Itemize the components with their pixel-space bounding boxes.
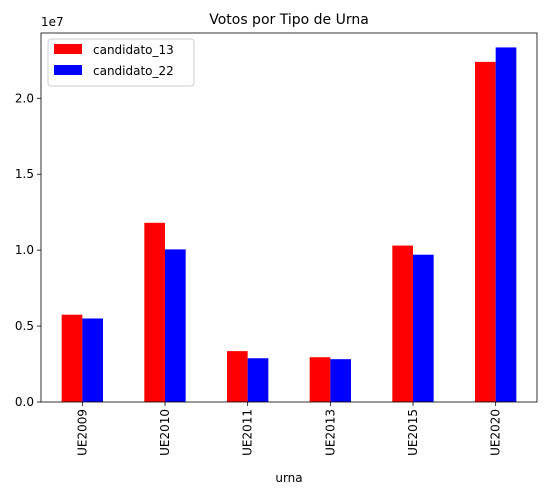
y-tick-label: 0.5 — [15, 319, 34, 333]
legend-swatch-candidato_22 — [54, 65, 82, 75]
legend: candidato_13 candidato_22 — [47, 38, 195, 87]
y-tick-label: 1.5 — [15, 167, 34, 181]
bar-candidato_22-UE2009 — [82, 318, 103, 402]
bar-candidato_13-UE2010 — [144, 222, 165, 402]
bar-candidato_13-UE2011 — [227, 351, 248, 402]
axes-group: 0.0 0.5 1.0 1.5 2.0 UE2009 UE2010 UE2011 UE2013 U… — [15, 32, 538, 456]
x-tick-label: UE2009 — [75, 409, 89, 456]
bar-candidato_22-UE2015 — [413, 254, 434, 402]
x-tick-label: UE2010 — [158, 409, 172, 456]
bar-candidato_22-UE2010 — [165, 249, 186, 402]
x-axis-label: urna — [275, 471, 302, 485]
x-tick-label: UE2011 — [241, 409, 255, 456]
bar-candidato_22-UE2020 — [495, 47, 517, 402]
x-tick-label: UE2015 — [406, 409, 420, 456]
legend-label-candidato_22: candidato_22 — [93, 64, 174, 78]
bars-group — [61, 47, 517, 402]
x-tick-label: UE2020 — [489, 409, 503, 456]
plot-frame — [40, 32, 538, 403]
bar-candidato_13-UE2020 — [475, 61, 496, 402]
x-tick-label: UE2013 — [323, 409, 337, 456]
bar-candidato_13-UE2015 — [392, 245, 413, 402]
legend-frame — [47, 38, 195, 87]
legend-label-candidato_13: candidato_13 — [93, 43, 174, 57]
bar-candidato_13-UE2009 — [61, 314, 83, 402]
y-tick-label: 1.0 — [15, 243, 34, 257]
bar-candidato_22-UE2013 — [330, 359, 351, 402]
chart-title: Votos por Tipo de Urna — [209, 12, 369, 28]
y-tick-label: 0.0 — [15, 395, 34, 409]
y-tick-label: 2.0 — [15, 91, 34, 105]
bar-candidato_22-UE2011 — [247, 358, 269, 402]
bar-candidato_13-UE2013 — [309, 357, 331, 402]
y-scale-label: 1e7 — [41, 15, 64, 29]
legend-swatch-candidato_13 — [54, 44, 82, 54]
